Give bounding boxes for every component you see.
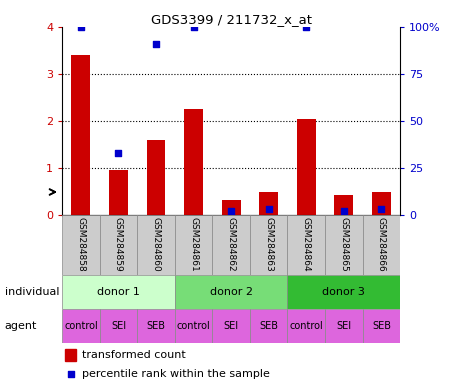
Text: GSM284864: GSM284864 — [301, 217, 310, 272]
Bar — [371, 192, 390, 215]
Text: transformed count: transformed count — [82, 350, 186, 360]
Bar — [212, 215, 249, 275]
Bar — [287, 309, 325, 343]
Point — [227, 208, 234, 214]
Text: SEI: SEI — [111, 321, 126, 331]
Point — [67, 371, 74, 377]
Text: SEB: SEB — [259, 321, 278, 331]
Bar — [174, 275, 287, 309]
Bar — [249, 309, 287, 343]
Text: GSM284863: GSM284863 — [263, 217, 273, 272]
Text: GSM284858: GSM284858 — [76, 217, 85, 272]
Bar — [71, 55, 90, 215]
Text: agent: agent — [5, 321, 37, 331]
Text: donor 3: donor 3 — [322, 287, 364, 297]
Bar — [62, 275, 174, 309]
Bar — [62, 309, 100, 343]
Bar — [184, 109, 202, 215]
Point — [302, 24, 309, 30]
Bar — [174, 309, 212, 343]
Text: GSM284859: GSM284859 — [114, 217, 123, 272]
Bar — [146, 140, 165, 215]
Text: SEB: SEB — [371, 321, 390, 331]
Text: GSM284865: GSM284865 — [339, 217, 347, 272]
Point — [115, 150, 122, 156]
Text: donor 2: donor 2 — [209, 287, 252, 297]
Bar — [137, 309, 174, 343]
Text: control: control — [176, 321, 210, 331]
Bar — [334, 195, 353, 215]
Bar — [325, 215, 362, 275]
Bar — [362, 309, 399, 343]
Point — [339, 208, 347, 214]
Bar — [249, 215, 287, 275]
Bar — [100, 215, 137, 275]
Text: control: control — [289, 321, 323, 331]
Text: SEI: SEI — [336, 321, 351, 331]
Text: control: control — [64, 321, 98, 331]
Text: SEB: SEB — [146, 321, 165, 331]
Text: percentile rank within the sample: percentile rank within the sample — [82, 369, 270, 379]
Bar — [100, 309, 137, 343]
Point — [264, 206, 272, 212]
Text: individual: individual — [5, 287, 59, 297]
Bar — [296, 119, 315, 215]
Text: GSM284860: GSM284860 — [151, 217, 160, 272]
Point — [377, 206, 384, 212]
Text: GSM284862: GSM284862 — [226, 217, 235, 272]
Text: donor 1: donor 1 — [97, 287, 140, 297]
Bar — [137, 215, 174, 275]
Bar — [174, 215, 212, 275]
Bar — [62, 215, 100, 275]
Title: GDS3399 / 211732_x_at: GDS3399 / 211732_x_at — [150, 13, 311, 26]
Bar — [287, 215, 325, 275]
Point — [190, 24, 197, 30]
Bar — [362, 215, 399, 275]
Bar — [259, 192, 278, 215]
Text: GSM284861: GSM284861 — [189, 217, 198, 272]
Text: SEI: SEI — [223, 321, 238, 331]
Bar — [287, 275, 399, 309]
Bar — [212, 309, 249, 343]
Bar — [325, 309, 362, 343]
Bar — [221, 200, 240, 215]
Point — [152, 41, 159, 47]
Bar — [65, 349, 75, 361]
Bar — [109, 170, 128, 215]
Text: GSM284866: GSM284866 — [376, 217, 385, 272]
Point — [77, 24, 84, 30]
